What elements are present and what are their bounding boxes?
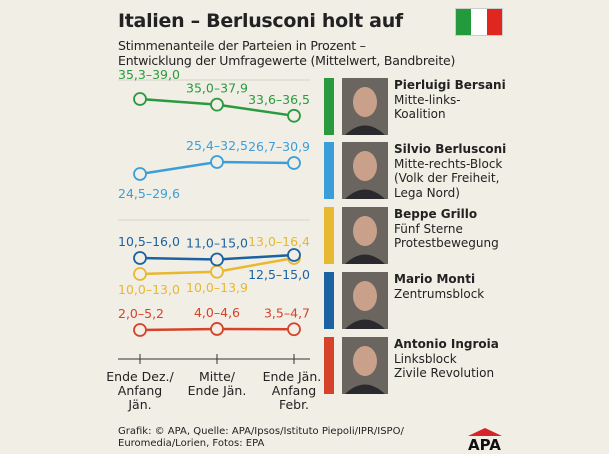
data-point bbox=[133, 167, 147, 181]
color-swatch bbox=[324, 272, 334, 329]
x-tick-label: Anfang bbox=[118, 383, 162, 398]
range-label: 12,5–15,0 bbox=[248, 267, 310, 282]
data-point bbox=[287, 248, 301, 262]
data-point bbox=[210, 322, 224, 336]
italy-flag-icon bbox=[455, 8, 503, 36]
x-tick-label: Febr. bbox=[279, 397, 309, 412]
range-label: 13,0–16,4 bbox=[248, 234, 310, 249]
data-point bbox=[133, 267, 147, 281]
color-swatch bbox=[324, 207, 334, 264]
line-chart: 35,3–39,0 35,0–37,933,6–36,5 24,5–29,6 25,4… bbox=[106, 67, 320, 412]
person-name: Mario Monti bbox=[394, 272, 476, 286]
apa-logo: APA bbox=[468, 428, 502, 454]
x-tick-label: Ende Jän. bbox=[188, 383, 247, 398]
data-point bbox=[133, 251, 147, 265]
x-tick-label: Anfang bbox=[272, 383, 316, 398]
range-label: 26,7–30,9 bbox=[248, 139, 310, 154]
portrait-photo bbox=[342, 272, 388, 329]
range-label: 11,0–15,0 bbox=[186, 236, 248, 251]
range-label: 10,0–13,9 bbox=[186, 280, 248, 295]
range-label: 25,4–32,5 bbox=[186, 138, 248, 153]
subtitle: Entwicklung der Umfragewerte (Mittelwert… bbox=[118, 53, 456, 68]
party-description: Mitte-rechts-Block bbox=[394, 156, 503, 171]
x-tick-label: Jän. bbox=[127, 397, 151, 412]
subtitle: Stimmenanteile der Parteien in Prozent – bbox=[118, 38, 366, 53]
party-description: Lega Nord) bbox=[394, 185, 460, 200]
range-label: 35,0–37,9 bbox=[186, 81, 248, 96]
data-point bbox=[210, 264, 224, 279]
party-description: Mitte-links- bbox=[394, 92, 461, 107]
source-credit: Grafik: © APA, Quelle: APA/Ipsos/Istitut… bbox=[118, 426, 404, 450]
color-swatch bbox=[324, 78, 334, 135]
range-label: 33,6–36,5 bbox=[248, 92, 310, 107]
range-label: 10,5–16,0 bbox=[118, 234, 180, 249]
chart-title: Italien – Berlusconi holt auf bbox=[118, 10, 403, 32]
person-name: Pierluigi Bersani bbox=[394, 78, 506, 92]
data-point bbox=[210, 155, 224, 169]
party-description: Linksblock bbox=[394, 351, 457, 366]
x-tick-label: Mitte/ bbox=[199, 369, 236, 384]
color-swatch bbox=[324, 142, 334, 199]
data-point bbox=[210, 252, 224, 267]
x-tick-label: Ende Jän./ bbox=[263, 369, 320, 384]
portrait-photo bbox=[342, 337, 388, 394]
color-swatch bbox=[324, 337, 334, 394]
footer-line: Euromedia/Lorien, Fotos: EPA bbox=[118, 438, 265, 449]
range-label: 3,5–4,7 bbox=[264, 305, 310, 320]
party-description: Zivile Revolution bbox=[394, 366, 495, 380]
party-description: (Volk der Freiheit, bbox=[394, 171, 500, 185]
portrait-photo bbox=[342, 207, 388, 264]
range-label: 4,0–4,6 bbox=[194, 305, 240, 320]
range-label: 24,5–29,6 bbox=[118, 186, 180, 201]
data-point bbox=[287, 156, 301, 170]
party-description: Fünf Sterne bbox=[394, 221, 463, 236]
footer-line: Grafik: © APA, Quelle: APA/Ipsos/Istitut… bbox=[118, 426, 404, 437]
data-point bbox=[133, 323, 147, 337]
party-description: Protestbewegung bbox=[394, 236, 499, 250]
x-tick-label: Ende Dez./ bbox=[106, 369, 174, 384]
data-point bbox=[210, 97, 224, 112]
party-description: Zentrumsblock bbox=[394, 286, 485, 301]
data-point bbox=[287, 322, 301, 337]
data-point bbox=[287, 108, 301, 123]
range-label: 2,0–5,2 bbox=[118, 306, 164, 321]
party-description: Koalition bbox=[394, 107, 446, 121]
data-point bbox=[133, 92, 147, 106]
range-label: 35,3–39,0 bbox=[118, 67, 180, 82]
portrait-photo bbox=[342, 142, 388, 199]
range-label: 10,0–13,0 bbox=[118, 282, 180, 297]
person-name: Beppe Grillo bbox=[394, 207, 478, 221]
portrait-photo bbox=[342, 78, 388, 135]
person-name: Silvio Berlusconi bbox=[394, 142, 507, 156]
person-name: Antonio Ingroia bbox=[394, 337, 499, 351]
